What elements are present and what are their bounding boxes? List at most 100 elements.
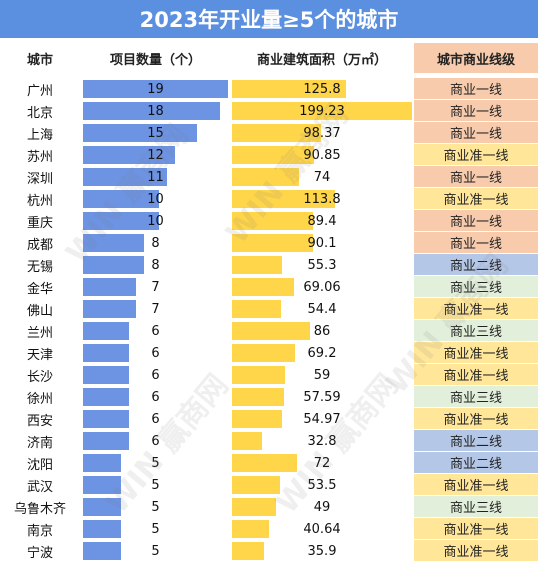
count-bar xyxy=(83,344,129,362)
tier-badge: 商业一线 xyxy=(414,100,538,122)
table-row: 无锡 8 55.3 商业二线 xyxy=(0,254,538,276)
tier-badge: 商业准一线 xyxy=(414,518,538,540)
city-name: 兰州 xyxy=(26,325,53,341)
area-value: 54.97 xyxy=(303,411,341,427)
table-row: 重庆 10 89.4 商业一线 xyxy=(0,210,538,232)
city-name: 成都 xyxy=(26,237,53,253)
area-bar xyxy=(232,388,285,406)
header-count: 项目数量（个） xyxy=(109,52,201,68)
count-value: 8 xyxy=(151,257,160,273)
count-value: 5 xyxy=(151,521,160,537)
count-value: 6 xyxy=(151,323,160,339)
count-bar xyxy=(83,212,160,230)
city-name: 杭州 xyxy=(26,193,53,209)
tier-badge: 商业准一线 xyxy=(414,474,538,496)
area-value: 72 xyxy=(313,455,331,471)
area-bar xyxy=(232,520,269,538)
area-bar xyxy=(232,300,282,318)
area-bar xyxy=(232,278,295,296)
area-bar xyxy=(232,476,281,494)
tier-badge: 商业二线 xyxy=(414,452,538,474)
tier-badge: 商业一线 xyxy=(414,210,538,232)
count-value: 15 xyxy=(147,125,164,141)
count-value: 5 xyxy=(151,543,160,559)
table-row: 金华 7 69.06 商业三线 xyxy=(0,276,538,298)
city-name: 乌鲁木齐 xyxy=(13,501,66,517)
tier-badge: 商业一线 xyxy=(414,232,538,254)
tier-badge: 商业三线 xyxy=(414,386,538,408)
area-value: 57.59 xyxy=(303,389,341,405)
count-bar xyxy=(83,366,129,384)
count-bar xyxy=(83,102,221,120)
area-bar xyxy=(232,102,412,120)
area-value: 69.06 xyxy=(303,279,341,295)
tier-badge: 商业准一线 xyxy=(414,408,538,430)
area-bar xyxy=(232,124,321,142)
count-value: 5 xyxy=(151,455,160,471)
count-value: 6 xyxy=(151,411,160,427)
tier-badge: 商业三线 xyxy=(414,496,538,518)
count-bar xyxy=(83,542,122,560)
area-value: 40.64 xyxy=(303,521,341,537)
city-name: 广州 xyxy=(26,83,53,99)
table-row: 长沙 6 59 商业准一线 xyxy=(0,364,538,386)
city-name: 济南 xyxy=(26,435,53,451)
chart-title: 2023年开业量≥5个的城市 xyxy=(0,0,538,38)
table-row: 武汉 5 53.5 商业准一线 xyxy=(0,474,538,496)
city-name: 上海 xyxy=(26,127,53,143)
area-value: 54.4 xyxy=(307,301,337,317)
count-value: 18 xyxy=(147,103,164,119)
city-name: 无锡 xyxy=(26,259,53,275)
count-bar xyxy=(83,454,122,472)
city-name: 武汉 xyxy=(26,479,53,495)
area-value: 98.37 xyxy=(303,125,341,141)
count-value: 8 xyxy=(151,235,160,251)
tier-badge: 商业准一线 xyxy=(414,298,538,320)
table-row: 佛山 7 54.4 商业准一线 xyxy=(0,298,538,320)
tier-badge: 商业二线 xyxy=(414,430,538,452)
area-value: 55.3 xyxy=(307,257,337,273)
header-city: 城市 xyxy=(26,52,53,68)
table-row: 苏州 12 90.85 商业准一线 xyxy=(0,144,538,166)
city-name: 金华 xyxy=(26,281,53,297)
city-name: 佛山 xyxy=(26,303,53,319)
table-row: 上海 15 98.37 商业一线 xyxy=(0,122,538,144)
count-value: 5 xyxy=(151,477,160,493)
area-bar xyxy=(232,454,298,472)
table-row: 徐州 6 57.59 商业三线 xyxy=(0,386,538,408)
tier-badge: 商业一线 xyxy=(414,166,538,188)
area-value: 90.1 xyxy=(307,235,337,251)
area-value: 86 xyxy=(313,323,331,339)
table-row: 广州 19 125.8 商业一线 xyxy=(0,78,538,100)
city-name: 天津 xyxy=(26,347,53,363)
area-value: 89.4 xyxy=(307,213,337,229)
area-value: 199.23 xyxy=(299,103,345,119)
area-bar xyxy=(232,146,315,164)
tier-badge: 商业准一线 xyxy=(414,342,538,364)
table-row: 兰州 6 86 商业三线 xyxy=(0,320,538,342)
count-value: 10 xyxy=(147,191,164,207)
city-name: 重庆 xyxy=(26,215,53,231)
count-value: 7 xyxy=(151,279,160,295)
count-value: 5 xyxy=(151,499,160,515)
area-bar xyxy=(232,542,265,560)
city-name: 沈阳 xyxy=(26,457,53,473)
area-bar xyxy=(232,322,310,340)
tier-badge: 商业二线 xyxy=(414,254,538,276)
count-bar xyxy=(83,256,145,274)
count-bar xyxy=(83,498,122,516)
area-value: 49 xyxy=(313,499,331,515)
tier-badge: 商业准一线 xyxy=(414,364,538,386)
area-value: 74 xyxy=(313,169,331,185)
count-bar xyxy=(83,432,129,450)
city-name: 北京 xyxy=(26,105,53,121)
tier-badge: 商业三线 xyxy=(414,320,538,342)
area-bar xyxy=(232,256,282,274)
count-bar xyxy=(83,300,137,318)
count-bar xyxy=(83,146,175,164)
count-value: 6 xyxy=(151,389,160,405)
header-area: 商业建筑面积（万㎡） xyxy=(256,52,387,68)
table-row: 沈阳 5 72 商业二线 xyxy=(0,452,538,474)
city-name: 宁波 xyxy=(26,545,53,561)
area-value: 32.8 xyxy=(307,433,337,449)
